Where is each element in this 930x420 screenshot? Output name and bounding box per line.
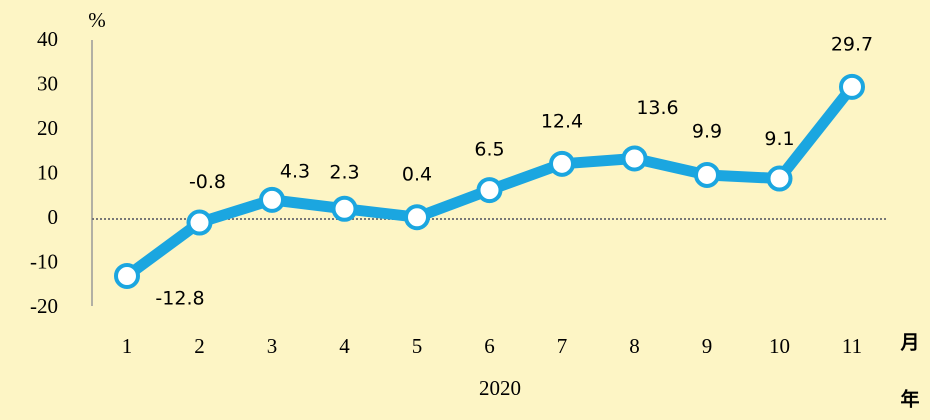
x-tick-label: 10: [769, 334, 790, 358]
data-label: -12.8: [155, 287, 204, 309]
data-label: -0.8: [189, 171, 226, 193]
x-unit: 月: [899, 332, 919, 354]
x-tick-label: 4: [339, 334, 350, 358]
x-tick-label: 11: [842, 334, 862, 358]
point: [476, 177, 503, 204]
x-tick-label: 9: [702, 334, 713, 358]
y-tick-label: -10: [30, 249, 58, 273]
data-label: 2.3: [329, 161, 359, 183]
y-tick-label: 0: [48, 205, 59, 229]
data-label: 29.7: [831, 33, 873, 55]
point: [331, 195, 358, 222]
x-tick-label: 1: [122, 334, 133, 358]
data-label: 13.6: [636, 97, 678, 119]
x-axis-label: 2020: [479, 376, 521, 400]
data-label: 9.9: [692, 120, 722, 142]
y-tick-label: 10: [37, 160, 58, 184]
x-tick-label: 5: [412, 334, 423, 358]
data-label: 9.1: [764, 128, 794, 150]
y-tick-label: 40: [37, 27, 58, 51]
point: [549, 150, 575, 177]
data-label: 12.4: [541, 110, 583, 132]
y-tick-label: 20: [37, 116, 58, 140]
x-tick-label: 2: [194, 334, 205, 358]
point: [694, 161, 720, 188]
point: [259, 186, 285, 213]
y-tick-label: 30: [37, 71, 58, 95]
point: [404, 204, 430, 231]
data-label: 6.5: [474, 139, 504, 161]
x-tick-label: 7: [557, 334, 568, 358]
y-axis-label: %: [88, 8, 106, 32]
point: [766, 165, 793, 192]
x-tick-label: 8: [629, 334, 640, 358]
point: [114, 262, 140, 289]
year-unit: 年: [900, 388, 919, 411]
data-label: 0.4: [402, 164, 432, 186]
y-tick-label: -20: [30, 294, 58, 318]
point: [186, 209, 213, 236]
x-tick-label: 6: [484, 334, 495, 358]
point: [621, 145, 648, 172]
point: [839, 73, 865, 100]
data-label: 4.3: [280, 160, 310, 182]
x-tick-label: 3: [267, 334, 278, 358]
